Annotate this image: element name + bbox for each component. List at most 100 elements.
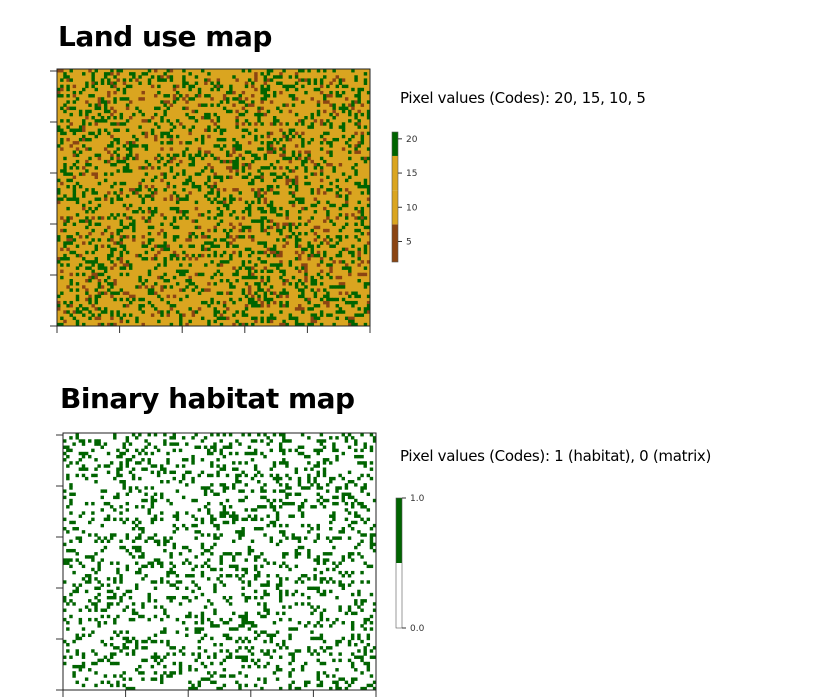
raster-cell <box>203 489 208 493</box>
raster-cell <box>204 150 208 154</box>
raster-cell <box>216 125 221 129</box>
raster-cell <box>357 476 361 481</box>
raster-cell <box>226 260 230 264</box>
raster-cell <box>326 241 330 245</box>
raster-cell <box>351 244 355 248</box>
raster-cell <box>225 574 230 578</box>
raster-cell <box>91 263 95 267</box>
raster-cell <box>125 206 130 211</box>
raster-cell <box>119 241 124 245</box>
raster-cell <box>154 191 158 195</box>
raster-cell <box>269 150 274 154</box>
raster-cell <box>294 492 299 496</box>
raster-cell <box>78 608 83 612</box>
raster-cell <box>75 664 79 669</box>
raster-cell <box>269 247 274 252</box>
raster-cell <box>169 501 173 506</box>
raster-cell <box>322 461 327 465</box>
raster-cell <box>241 574 245 578</box>
raster-cell <box>263 228 268 233</box>
raster-cell <box>213 225 217 230</box>
raster-cell <box>153 580 158 584</box>
raster-cell <box>85 225 89 230</box>
raster-cell <box>181 436 186 440</box>
raster-cell <box>85 307 89 311</box>
raster-cell <box>244 655 248 659</box>
raster-cell <box>60 137 64 142</box>
raster-cell <box>157 244 161 248</box>
raster-cell <box>147 442 151 446</box>
raster-cell <box>319 310 324 314</box>
raster-cell <box>294 552 299 556</box>
raster-cell <box>210 119 214 123</box>
raster-cell <box>122 263 127 267</box>
raster-cell <box>369 527 374 531</box>
raster-cell <box>226 100 230 104</box>
raster-cell <box>300 511 305 515</box>
raster-cell <box>285 134 289 139</box>
raster-cell <box>163 94 167 98</box>
raster-cell <box>81 661 86 666</box>
raster-cell <box>251 322 255 327</box>
raster-cell <box>134 583 139 587</box>
raster-cell <box>85 297 89 302</box>
raster-cell <box>260 97 264 101</box>
raster-cell <box>288 633 292 638</box>
raster-cell <box>291 203 296 208</box>
raster-cell <box>285 536 289 540</box>
raster-cell <box>344 486 349 490</box>
raster-cell <box>357 90 361 95</box>
raster-cell <box>72 188 77 192</box>
raster-cell <box>291 627 295 631</box>
raster-cell <box>332 203 336 208</box>
raster-cell <box>141 555 145 559</box>
raster-cell <box>141 467 145 471</box>
raster-cell <box>106 680 111 685</box>
raster-cell <box>247 228 252 233</box>
raster-cell <box>169 137 174 142</box>
raster-cell <box>81 454 86 459</box>
raster-cell <box>251 304 255 308</box>
raster-cell <box>122 90 127 95</box>
raster-cell <box>291 680 295 685</box>
raster-cell <box>294 188 299 192</box>
raster-cell <box>204 103 208 107</box>
raster-cell <box>363 445 367 449</box>
raster-cell <box>188 319 192 324</box>
raster-cell <box>131 617 136 622</box>
raster-cell <box>347 552 352 556</box>
raster-cell <box>219 200 224 205</box>
raster-cell <box>238 100 242 104</box>
raster-cell <box>75 231 80 236</box>
raster-cell <box>85 260 89 264</box>
raster-cell <box>354 602 358 606</box>
raster-cell <box>191 84 196 89</box>
raster-cell <box>210 260 214 264</box>
raster-cell <box>322 577 327 581</box>
raster-cell <box>88 297 92 302</box>
raster-cell <box>200 533 205 537</box>
raster-cell <box>119 505 123 509</box>
raster-cell <box>225 621 230 625</box>
raster-cell <box>254 128 258 132</box>
raster-cell <box>269 297 274 302</box>
raster-cell <box>204 288 208 292</box>
raster-cell <box>222 486 227 490</box>
raster-cell <box>216 144 221 148</box>
raster-cell <box>269 473 274 478</box>
raster-cell <box>323 94 327 98</box>
raster-cell <box>197 508 202 512</box>
raster-cell <box>106 470 111 475</box>
raster-cell <box>119 319 124 324</box>
raster-cell <box>222 197 227 201</box>
raster-cell <box>344 570 349 575</box>
raster-cell <box>288 200 293 205</box>
raster-cell <box>247 203 252 208</box>
raster-cell <box>119 69 124 73</box>
raster-cell <box>257 106 261 111</box>
raster-cell <box>157 125 161 129</box>
raster-cell <box>329 163 333 167</box>
raster-cell <box>63 542 67 547</box>
raster-cell <box>63 608 67 612</box>
raster-cell <box>357 144 361 148</box>
